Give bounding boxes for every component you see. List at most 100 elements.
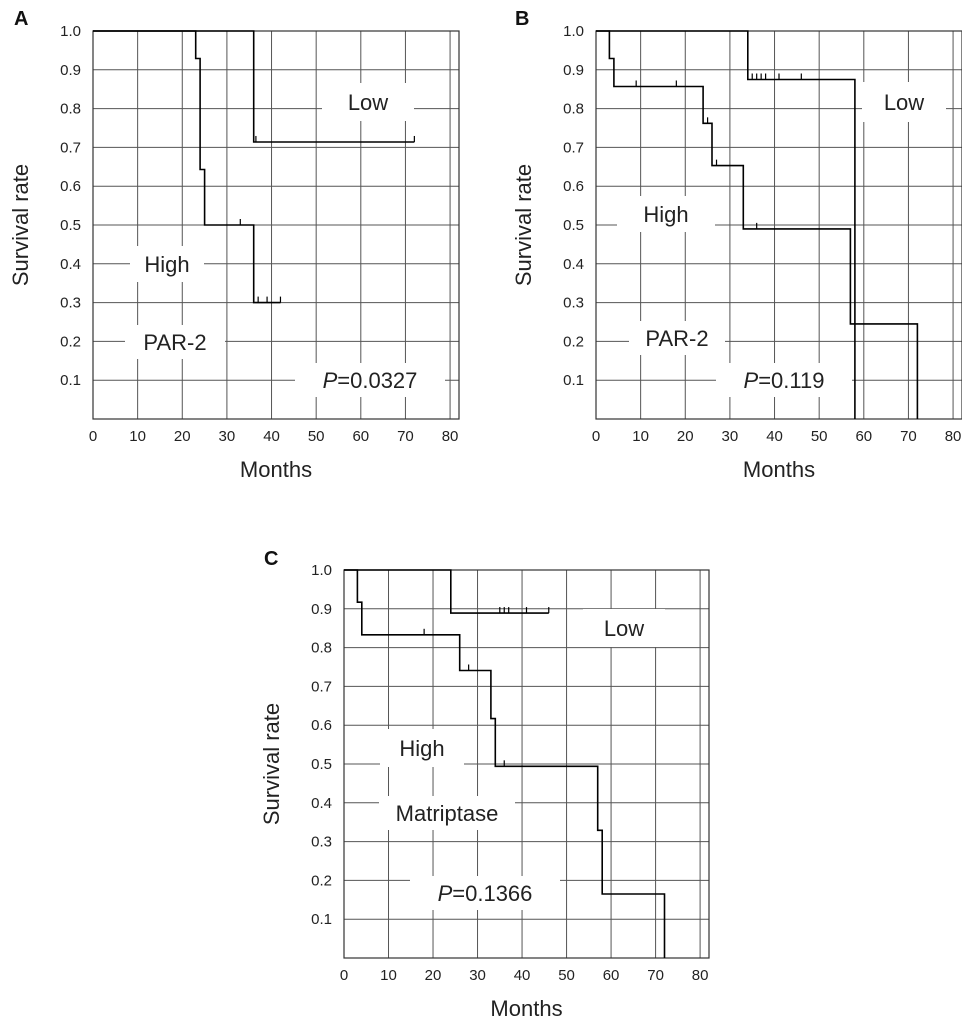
y-tick-label: 0.4	[60, 256, 81, 273]
plot-frame	[343, 569, 710, 959]
high-label-bg	[617, 196, 715, 232]
y-tick-label: 0.9	[60, 62, 81, 79]
high-label-bg	[130, 246, 204, 282]
x-tick-label: 30	[722, 428, 739, 445]
y-tick-label: 0.2	[311, 872, 332, 889]
survival-curve-high	[344, 569, 666, 958]
p-number: =0.119	[758, 368, 824, 393]
p-symbol: P	[744, 368, 759, 393]
y-tick-label: 0.3	[563, 295, 584, 312]
x-tick-label: 20	[425, 967, 442, 984]
x-tick-label: 70	[900, 428, 917, 445]
y-tick-label: 0.3	[311, 834, 332, 851]
y-tick-label: 0.3	[60, 295, 81, 312]
p-symbol: P	[438, 881, 453, 906]
low-label-bg	[322, 83, 414, 121]
x-tick-label: 40	[514, 967, 531, 984]
y-tick-label: 1.0	[60, 23, 81, 40]
x-tick-label: 0	[89, 428, 97, 445]
x-tick-label: 60	[855, 428, 872, 445]
x-tick-label: 80	[692, 967, 709, 984]
y-tick-label: 0.8	[60, 101, 81, 118]
y-tick-label: 0.9	[563, 62, 584, 79]
p-value: P=0.0327	[323, 368, 418, 393]
x-tick-label: 60	[603, 967, 620, 984]
p-value: P=0.119	[744, 368, 825, 393]
x-tick-label: 10	[380, 967, 397, 984]
x-tick-label: 20	[677, 428, 694, 445]
survival-curve-high	[596, 30, 919, 419]
y-tick-label: 0.5	[563, 217, 584, 234]
y-tick-label: 0.7	[60, 139, 81, 156]
x-tick-label: 0	[340, 967, 348, 984]
y-tick-label: 0.6	[311, 717, 332, 734]
high-label-bg	[380, 729, 464, 767]
x-tick-label: 80	[442, 428, 459, 445]
x-tick-label: 30	[469, 967, 486, 984]
x-tick-label: 40	[766, 428, 783, 445]
x-tick-label: 50	[811, 428, 828, 445]
x-tick-label: 80	[945, 428, 962, 445]
x-tick-label: 60	[352, 428, 369, 445]
y-tick-label: 0.9	[311, 601, 332, 618]
low-label-bg	[862, 82, 946, 122]
y-tick-label: 0.1	[60, 372, 81, 389]
panel-label: B	[515, 8, 529, 30]
x-axis-label: Months	[743, 457, 815, 482]
y-tick-label: 0.4	[563, 256, 584, 273]
y-tick-label: 0.8	[311, 640, 332, 657]
x-tick-label: 50	[558, 967, 575, 984]
x-axis-label: Months	[240, 457, 312, 482]
p-value-bg	[295, 363, 445, 397]
panel-label: C	[264, 548, 278, 570]
y-tick-label: 0.5	[60, 217, 81, 234]
p-value-bg	[716, 363, 852, 397]
y-tick-label: 1.0	[563, 23, 584, 40]
x-tick-label: 40	[263, 428, 280, 445]
high-label: High	[643, 202, 688, 227]
marker-label: PAR-2	[143, 330, 206, 355]
y-tick-label: 0.8	[563, 101, 584, 118]
y-axis-label: Survival rate	[8, 164, 33, 286]
marker-label-bg	[629, 321, 725, 355]
marker-label: Matriptase	[396, 801, 499, 826]
y-tick-label: 0.6	[60, 178, 81, 195]
x-tick-label: 70	[397, 428, 414, 445]
y-tick-label: 0.7	[311, 678, 332, 695]
y-tick-label: 1.0	[311, 562, 332, 579]
p-symbol: P	[323, 368, 338, 393]
x-tick-label: 10	[632, 428, 649, 445]
y-tick-label: 0.1	[563, 372, 584, 389]
x-tick-label: 20	[174, 428, 191, 445]
survival-curve-low	[93, 30, 415, 143]
chart-panel-c: 0 10 20 30 40 50 60 70 80 0.1 0.2 0.3 0.4 0.5 0.6 0.7 0.…	[259, 548, 710, 1021]
high-label: High	[144, 252, 189, 277]
y-axis-label: Survival rate	[259, 703, 284, 825]
y-tick-label: 0.2	[563, 333, 584, 350]
p-value-bg	[410, 876, 560, 910]
y-axis-label: Survival rate	[511, 164, 536, 286]
low-label: Low	[604, 616, 644, 641]
y-tick-label: 0.4	[311, 795, 332, 812]
x-tick-label: 10	[129, 428, 146, 445]
y-tick-label: 0.7	[563, 139, 584, 156]
plot-frame	[92, 30, 460, 420]
high-label: High	[399, 736, 444, 761]
p-number: =0.1366	[452, 881, 532, 906]
low-label-bg	[583, 609, 665, 647]
marker-label-bg	[125, 325, 225, 359]
x-tick-label: 0	[592, 428, 600, 445]
survival-curve-low	[596, 30, 856, 419]
p-value: P=0.1366	[438, 881, 533, 906]
marker-label: PAR-2	[645, 326, 708, 351]
x-tick-label: 30	[219, 428, 236, 445]
y-tick-label: 0.1	[311, 911, 332, 928]
x-tick-label: 70	[647, 967, 664, 984]
chart-panel-a: 0 10 20 30 40 50 60 70 80 0.1 0.2 0.3 0.4 0.5 0.6 0.7 0.…	[8, 8, 460, 482]
low-label: Low	[348, 90, 388, 115]
marker-label-bg	[379, 796, 515, 830]
y-tick-label: 0.2	[60, 333, 81, 350]
p-number: =0.0327	[337, 368, 417, 393]
survival-curve-high	[93, 30, 281, 304]
